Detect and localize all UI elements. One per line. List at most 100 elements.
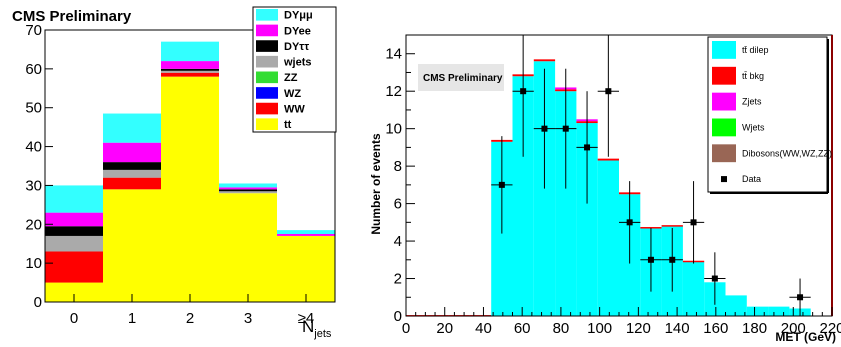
met-legend-swatch-3 — [712, 118, 736, 137]
bar-dy-0 — [45, 226, 103, 236]
data-point-0 — [498, 181, 505, 188]
legend-swatch-5 — [256, 87, 278, 99]
data-point-3 — [562, 125, 569, 132]
met-y-tick-label-12: 12 — [385, 83, 402, 100]
met-x-tick-label-80: 80 — [553, 320, 570, 337]
met-bar-s1-bin9 — [597, 158, 619, 161]
met-y-tick-label-2: 2 — [394, 271, 402, 288]
met-x-tick-label-60: 60 — [514, 320, 531, 337]
met-bar-s0-bin16 — [746, 306, 769, 316]
bar-dy-1 — [103, 162, 161, 170]
right-chart-title: CMS Preliminary — [423, 73, 503, 84]
met-x-tick-label-220: 220 — [819, 320, 841, 337]
y-tick-label-60: 60 — [25, 61, 42, 78]
met-y-tick-label-4: 4 — [394, 233, 402, 250]
met-x-tick-label-120: 120 — [626, 320, 651, 337]
legend-swatch-1 — [256, 24, 278, 37]
met-bar-s1-bin12 — [661, 225, 683, 227]
left-chart-njets: CMS Preliminary 0 10 20 30 40 50 60 70 0 1 2 3 ≥4 N… — [12, 6, 337, 340]
left-x-axis: 0 1 2 3 ≥4 — [70, 294, 314, 327]
data-point-4 — [584, 144, 591, 151]
met-y-tick-label-8: 8 — [394, 158, 402, 175]
legend-swatch-7 — [256, 118, 278, 130]
bar-ww-0 — [45, 251, 103, 283]
met-x-tick-label-20: 20 — [436, 320, 453, 337]
legend-label-0: DYμμ — [284, 10, 313, 22]
data-point-5 — [605, 88, 612, 95]
legend-swatch-6 — [256, 102, 278, 115]
x-tick-label-3: 3 — [244, 310, 252, 327]
y-tick-label-20: 20 — [25, 216, 42, 233]
bar-dy-2 — [161, 68, 219, 71]
legend-label-2: DYττ — [284, 41, 309, 53]
met-x-tick-label-100: 100 — [587, 320, 612, 337]
met-bar-s1-bin6 — [533, 59, 556, 62]
met-y-tick-label-10: 10 — [385, 121, 402, 138]
bar-ww-1 — [103, 177, 161, 190]
right-chart-met: 0 2 4 6 8 10 12 14 0 20 40 60 80 100 120 140 160 180 200 2… — [369, 34, 841, 344]
bar-dyee-0 — [45, 212, 103, 227]
met-bar-s1-bin11 — [640, 227, 662, 229]
met-x-tick-label-160: 160 — [703, 320, 728, 337]
bar-dy-0 — [45, 185, 103, 213]
met-bar-s0-bin9 — [597, 160, 619, 316]
x-tick-label-0: 0 — [70, 310, 78, 327]
left-bars-group — [45, 41, 335, 302]
bar-tt-1 — [103, 189, 161, 302]
right-x-axis: 0 20 40 60 80 100 120 140 160 180 200 220 — [402, 307, 841, 337]
data-point-7 — [647, 256, 654, 263]
met-x-tick-label-200: 200 — [781, 320, 806, 337]
bar-wjets-1 — [103, 169, 161, 178]
bar-tt-0 — [45, 282, 103, 302]
left-legend: DYμμ DYee DYττ wjets ZZ WZ WW tt — [252, 6, 337, 133]
bar-tt-4 — [277, 235, 335, 302]
data-point-10 — [711, 275, 718, 282]
bar-wjets-2 — [161, 70, 219, 73]
met-x-tick-label-40: 40 — [475, 320, 492, 337]
met-bar-s0-bin8 — [576, 123, 598, 317]
legend-swatch-3 — [256, 55, 278, 68]
met-bar-s0-bin15 — [725, 295, 747, 316]
right-legend: tt̄ dilep tt̄ bkg Zjets Wjets Dibosons(WW,WZ… — [707, 36, 832, 194]
met-bar-s0-bin7 — [555, 91, 577, 316]
bar-dy-3 — [219, 189, 277, 192]
met-legend-swatch-0 — [712, 41, 736, 59]
bar-tt-3 — [219, 193, 277, 302]
bar-tt-2 — [161, 76, 219, 302]
met-x-tick-label-180: 180 — [742, 320, 767, 337]
bar-dyee-3 — [219, 187, 277, 190]
left-chart-title: CMS Preliminary — [12, 8, 132, 25]
data-point-11 — [797, 294, 804, 301]
met-y-tick-label-6: 6 — [394, 196, 402, 213]
bar-ww-2 — [161, 72, 219, 77]
right-data-points — [491, 35, 811, 316]
bar-wjets-3 — [219, 191, 277, 194]
met-bar-s0-bin13 — [682, 261, 705, 316]
met-legend-label-4: Dibosons(WW,WZ,ZZ) — [742, 148, 832, 158]
y-tick-label-0: 0 — [34, 294, 42, 311]
bar-wjets-0 — [45, 235, 103, 252]
data-point-9 — [690, 219, 697, 226]
legend-label-4: ZZ — [284, 72, 298, 84]
right-y-axis: 0 2 4 6 8 10 12 14 — [385, 46, 415, 325]
met-y-tick-label-0: 0 — [394, 308, 402, 325]
legend-label-7: tt — [284, 119, 292, 131]
met-x-tick-label-0: 0 — [402, 320, 410, 337]
met-legend-label-5: Data — [742, 174, 761, 184]
met-legend-label-2: Zjets — [742, 97, 762, 107]
met-legend-label-1: tt̄ bkg — [742, 71, 764, 81]
met-legend-swatch-2 — [712, 92, 736, 111]
bar-dy-1 — [103, 113, 161, 143]
legend-label-1: DYee — [284, 25, 311, 37]
legend-label-3: wjets — [283, 57, 312, 69]
bar-dy-2 — [161, 41, 219, 62]
met-x-tick-label-140: 140 — [665, 320, 690, 337]
y-tick-label-30: 30 — [25, 177, 42, 194]
right-legend-box — [707, 36, 828, 193]
legend-swatch-4 — [256, 71, 278, 84]
x-tick-label-1: 1 — [128, 310, 136, 327]
legend-swatch-0 — [256, 9, 278, 21]
met-legend-marker-5 — [721, 176, 727, 183]
left-y-axis: 0 10 20 30 40 50 60 70 — [25, 22, 53, 311]
met-bar-s0-bin17 — [768, 306, 790, 316]
